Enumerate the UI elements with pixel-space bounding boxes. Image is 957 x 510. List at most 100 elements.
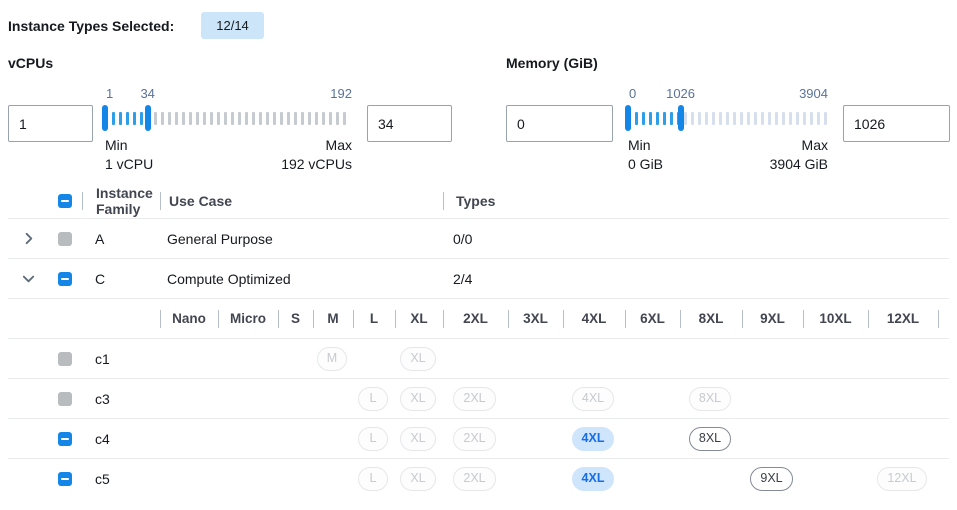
size-pill-8xl[interactable]: 8XL bbox=[688, 426, 732, 451]
scale-label-current: 34 bbox=[140, 86, 155, 101]
memory-max-input[interactable] bbox=[843, 105, 950, 142]
chevron-right-icon[interactable] bbox=[8, 231, 48, 246]
size-cell-10xl bbox=[802, 379, 867, 418]
instance-checkbox bbox=[58, 351, 72, 366]
slider-tick bbox=[656, 111, 659, 125]
size-cell-2xl: 2XL bbox=[442, 459, 507, 498]
chevron-down-icon[interactable] bbox=[8, 271, 48, 286]
max-detail: 3904 GiB bbox=[769, 156, 828, 172]
slider-handle-high[interactable] bbox=[144, 105, 151, 131]
size-pill-4xl[interactable]: 4XL bbox=[571, 466, 615, 491]
slider-tick bbox=[133, 111, 136, 125]
instance-row-c3: c3 L XL 2XL 4XL 8XL bbox=[8, 378, 949, 418]
slider-tick bbox=[649, 111, 652, 125]
types-column-header: Types bbox=[456, 192, 496, 209]
slider-tick bbox=[733, 111, 736, 125]
size-cell-10xl bbox=[802, 459, 867, 498]
size-cell-10xl bbox=[802, 419, 867, 458]
slider-handle-high[interactable] bbox=[677, 105, 684, 131]
size-cell-nano bbox=[159, 459, 217, 498]
vcpus-max-input[interactable] bbox=[367, 105, 452, 142]
memory-captions: Min 0 GiB Max 3904 GiB bbox=[628, 136, 828, 174]
family-use-case: General Purpose bbox=[167, 230, 273, 247]
slider-tick bbox=[224, 111, 227, 125]
instance-name: c3 bbox=[95, 390, 110, 407]
instance-name: c4 bbox=[95, 430, 110, 447]
size-cell-4xl: 4XL bbox=[562, 419, 624, 458]
size-pill-4xl[interactable]: 4XL bbox=[571, 426, 615, 451]
instance-checkbox[interactable] bbox=[58, 471, 72, 486]
size-pill-l: L bbox=[358, 426, 388, 451]
size-cell-8xl bbox=[679, 339, 741, 378]
size-column-header-m: M bbox=[313, 299, 353, 338]
slider-handle-low[interactable] bbox=[625, 105, 631, 131]
selection-summary-bar: Instance Types Selected: 12/14 bbox=[0, 0, 957, 39]
size-cell-4xl bbox=[562, 339, 624, 378]
slider-tick bbox=[642, 111, 645, 125]
instance-name: c5 bbox=[95, 470, 110, 487]
vcpus-slider-rail[interactable] bbox=[102, 105, 352, 131]
selected-count-badge: 12/14 bbox=[201, 12, 264, 39]
family-types-count: 2/4 bbox=[453, 270, 473, 287]
slider-tick bbox=[154, 111, 157, 125]
scale-label-current: 1026 bbox=[666, 86, 696, 101]
slider-tick bbox=[789, 111, 792, 125]
size-pill-xl: XL bbox=[400, 466, 436, 491]
family-checkbox[interactable] bbox=[58, 271, 72, 286]
slider-handle-low[interactable] bbox=[102, 105, 108, 131]
size-pill-xl: XL bbox=[400, 426, 436, 451]
column-separator bbox=[82, 191, 83, 210]
size-pill-xl: XL bbox=[400, 386, 436, 411]
size-cell-9xl bbox=[741, 379, 802, 418]
instance-checkbox bbox=[58, 391, 72, 406]
vcpus-label: vCPUs bbox=[8, 55, 54, 71]
size-cell-l: L bbox=[352, 459, 394, 498]
size-cell-3xl bbox=[507, 459, 562, 498]
family-row-A: A General Purpose 0/0 bbox=[8, 218, 949, 258]
size-cell-8xl bbox=[679, 459, 741, 498]
slider-tick bbox=[280, 111, 283, 125]
slider-tick bbox=[698, 111, 701, 125]
size-header-row: Nano Micro S M L XL 2XL 3XL 4XL 6XL 8XL 9XL 10XL 12XL bbox=[8, 298, 949, 338]
size-cell-xl: XL bbox=[394, 379, 442, 418]
memory-slider-rail[interactable] bbox=[625, 105, 828, 131]
select-all-checkbox[interactable] bbox=[58, 193, 72, 208]
family-row-C: C Compute Optimized 2/4 bbox=[8, 258, 949, 298]
family-checkbox bbox=[58, 231, 72, 246]
slider-tick bbox=[768, 111, 771, 125]
size-cell-micro bbox=[217, 459, 277, 498]
slider-tick bbox=[301, 111, 304, 125]
family-name: C bbox=[95, 270, 106, 287]
slider-tick bbox=[161, 111, 164, 125]
min-detail: 0 GiB bbox=[628, 156, 664, 172]
size-cell-nano bbox=[159, 419, 217, 458]
slider-tick bbox=[196, 111, 199, 125]
size-column-header-12xl: 12XL bbox=[868, 299, 938, 338]
family-use-case: Compute Optimized bbox=[167, 270, 291, 287]
slider-tick bbox=[824, 111, 827, 125]
size-cell-12xl bbox=[867, 419, 937, 458]
size-pill-l: L bbox=[358, 386, 388, 411]
vcpus-min-input[interactable] bbox=[8, 105, 93, 142]
vcpus-slider: 1 34 192 Min 1 vCPU Max 192 vCPUs bbox=[102, 86, 352, 174]
slider-tick bbox=[782, 111, 785, 125]
slider-tick bbox=[712, 111, 715, 125]
size-cell-8xl: 8XL bbox=[679, 379, 741, 418]
size-cell-s bbox=[277, 379, 312, 418]
size-cell-3xl bbox=[507, 379, 562, 418]
table-header-row: Instance Family Use Case Types bbox=[8, 183, 949, 218]
size-pill-9xl[interactable]: 9XL bbox=[750, 466, 793, 491]
size-cell-6xl bbox=[624, 459, 679, 498]
slider-tick bbox=[259, 111, 262, 125]
instance-checkbox[interactable] bbox=[58, 431, 72, 446]
size-cell-m bbox=[312, 459, 352, 498]
slider-tick bbox=[245, 111, 248, 125]
size-cell-micro bbox=[217, 379, 277, 418]
instance-row-c5: c5 L XL 2XL 4XL 9XL 12XL bbox=[8, 458, 949, 498]
slider-tick bbox=[308, 111, 311, 125]
slider-tick bbox=[817, 111, 820, 125]
slider-tick bbox=[252, 111, 255, 125]
memory-min-input[interactable] bbox=[506, 105, 613, 142]
scale-label-min: 0 bbox=[629, 86, 637, 101]
scale-label-max: 192 bbox=[330, 86, 352, 101]
